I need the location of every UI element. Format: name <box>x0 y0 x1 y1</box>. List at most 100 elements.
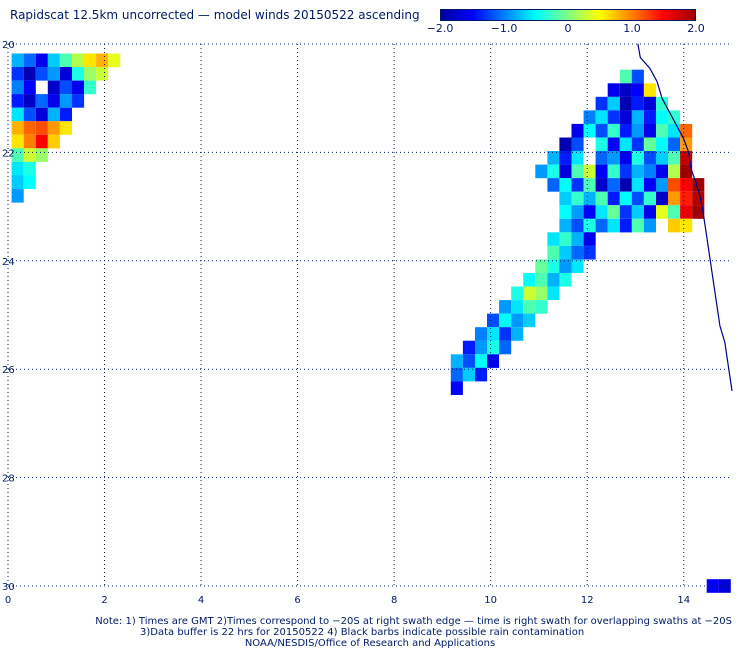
wind-cell <box>595 218 608 233</box>
wind-cell <box>11 107 24 122</box>
wind-cell <box>523 313 536 328</box>
wind-cell <box>607 151 620 165</box>
wind-cell <box>668 218 681 233</box>
wind-cell <box>84 67 97 81</box>
wind-cell <box>631 164 644 179</box>
wind-cell <box>643 151 656 165</box>
wind-cell <box>631 205 644 219</box>
wind-cell <box>547 232 560 246</box>
wind-cell <box>35 67 48 81</box>
wind-cell <box>583 245 596 260</box>
wind-cell <box>595 151 608 165</box>
wind-cell <box>656 151 669 165</box>
map-title: Rapidscat 12.5km uncorrected — model win… <box>10 8 420 22</box>
wind-cell <box>547 286 560 301</box>
wind-cell <box>668 205 681 219</box>
wind-cell <box>559 259 572 273</box>
wind-cell <box>84 80 97 95</box>
wind-cell <box>462 354 475 368</box>
wind-cell <box>11 80 24 95</box>
wind-cell <box>643 218 656 233</box>
y-tick-label: 30 <box>2 582 15 593</box>
wind-cell <box>450 354 463 368</box>
wind-cell <box>680 164 693 179</box>
color-scale-bar <box>440 9 696 21</box>
wind-cell <box>475 354 488 368</box>
wind-cell <box>571 205 584 219</box>
wind-cell <box>11 134 24 149</box>
wind-cell <box>499 300 512 314</box>
wind-cell <box>59 67 72 81</box>
wind-cell <box>35 53 48 68</box>
wind-cell <box>631 218 644 233</box>
wind-cell <box>47 80 60 95</box>
wind-cell <box>72 80 85 95</box>
wind-cell <box>607 218 620 233</box>
wind-cell <box>535 286 548 301</box>
footnote-line-1: Note: 1) Times are GMT 2)Times correspon… <box>95 616 732 627</box>
y-tick-label: 22 <box>2 148 15 159</box>
wind-cell <box>595 178 608 192</box>
y-tick-label: 24 <box>2 257 15 268</box>
wind-cell <box>511 300 524 314</box>
wind-cell <box>523 300 536 314</box>
wind-cell <box>656 191 669 206</box>
wind-cell <box>583 123 596 138</box>
wind-cell <box>47 107 60 122</box>
wind-cell <box>668 191 681 206</box>
wind-cell <box>631 178 644 192</box>
coastline <box>637 43 733 391</box>
wind-cell <box>72 94 85 108</box>
wind-cell <box>619 96 632 111</box>
wind-cell <box>23 175 36 189</box>
wind-cell <box>656 96 669 111</box>
wind-cell <box>631 137 644 152</box>
wind-cell <box>35 148 48 162</box>
wind-cell <box>619 205 632 219</box>
wind-cell <box>487 313 500 328</box>
wind-cell <box>595 191 608 206</box>
wind-cell <box>656 123 669 138</box>
wind-cell <box>595 123 608 138</box>
wind-cell <box>23 148 36 162</box>
x-tick-label: 14 <box>677 595 690 606</box>
wind-cell <box>619 110 632 124</box>
wind-cell <box>11 175 24 189</box>
wind-cell <box>535 273 548 287</box>
wind-cell <box>511 313 524 328</box>
wind-cell <box>619 218 632 233</box>
wind-cell <box>47 53 60 68</box>
wind-cell <box>583 178 596 192</box>
x-tick-label: 10 <box>484 595 497 606</box>
wind-cell <box>23 121 36 135</box>
wind-cell <box>23 80 36 95</box>
wind-cell <box>11 148 24 162</box>
wind-cell <box>475 367 488 382</box>
wind-cell <box>59 121 72 135</box>
wind-cell <box>668 178 681 192</box>
wind-cell <box>571 259 584 273</box>
wind-cell <box>607 123 620 138</box>
wind-cell <box>571 137 584 152</box>
y-tick-label: 20 <box>2 40 15 51</box>
wind-cell <box>523 286 536 301</box>
footnote-line-3: NOAA/NESDIS/Office of Research and Appli… <box>244 638 496 649</box>
wind-cell <box>535 164 548 179</box>
wind-cell <box>607 164 620 179</box>
wind-cell <box>643 123 656 138</box>
color-scale-label: 0 <box>564 22 572 35</box>
wind-cell <box>631 151 644 165</box>
wind-cell <box>559 151 572 165</box>
wind-cell <box>23 67 36 81</box>
wind-cell <box>23 53 36 68</box>
wind-cell <box>35 134 48 149</box>
wind-cell <box>643 137 656 152</box>
x-tick-label: 12 <box>581 595 594 606</box>
wind-cell <box>23 161 36 176</box>
wind-cell <box>547 164 560 179</box>
wind-cell <box>680 218 693 233</box>
wind-cell <box>643 178 656 192</box>
wind-cell <box>535 259 548 273</box>
wind-cell <box>559 164 572 179</box>
